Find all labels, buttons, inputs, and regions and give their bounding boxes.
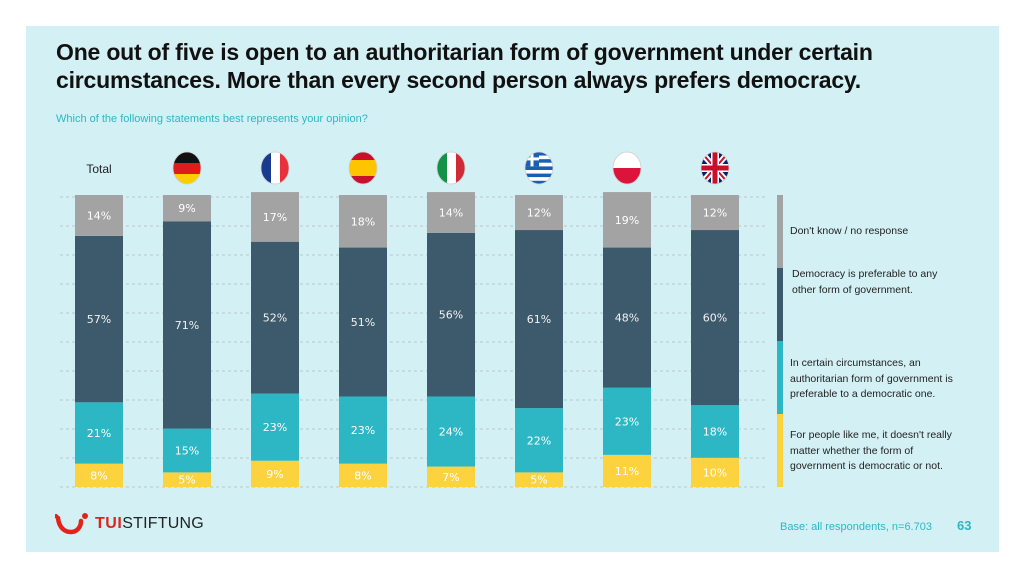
data-label-dont_know: 12% (527, 207, 551, 220)
bar-stack-poland: 11% 23% 48% 19% (603, 192, 651, 487)
bar-segment-dont_know (339, 195, 387, 248)
flag-italy-icon (436, 151, 466, 185)
bar-segment-dont_know (427, 192, 475, 233)
base-note: Base: all respondents, n=6.703 (780, 521, 932, 533)
category-headers: Total (86, 151, 730, 185)
tui-stiftung-logo: TUI STIFTUNG (55, 511, 204, 537)
bar-segment-authoritarian (515, 408, 563, 473)
data-label-authoritarian: 23% (351, 424, 375, 437)
bar-segment-doesnt_matter (691, 457, 739, 487)
bar-segment-democracy (603, 247, 651, 388)
bar-stack-greece: 5% 22% 61% 12% (515, 195, 563, 487)
bar-segment-dont_know (75, 195, 123, 236)
bar-segment-democracy (691, 230, 739, 406)
data-label-doesnt_matter: 9% (266, 468, 283, 481)
data-label-doesnt_matter: 8% (90, 469, 107, 482)
bar-stack-spain: 8% 23% 51% 18% (339, 195, 387, 487)
logo-text-tui: TUI (95, 515, 123, 532)
data-label-authoritarian: 23% (263, 421, 287, 434)
data-label-dont_know: 14% (439, 207, 463, 220)
bar-segment-doesnt_matter (251, 460, 299, 487)
bar-segment-doesnt_matter (75, 463, 123, 487)
legend-swatch-authoritarian (777, 341, 783, 414)
legend-swatch-democracy (777, 268, 783, 341)
flag-germany-icon (172, 151, 202, 185)
bar-segment-authoritarian (163, 428, 211, 473)
data-label-democracy: 52% (263, 312, 287, 325)
data-label-dont_know: 18% (351, 215, 375, 228)
question-subtitle: Which of the following statements best r… (56, 113, 368, 125)
bar-stack-italy: 7% 24% 56% 14% (427, 192, 475, 487)
legend-swatch-doesnt-matter (777, 414, 783, 487)
data-label-democracy: 61% (527, 313, 551, 326)
page-number: 63 (957, 518, 972, 533)
bar-segment-authoritarian (75, 402, 123, 464)
data-label-authoritarian: 21% (87, 427, 111, 440)
legend-swatch-dont-know (777, 195, 783, 268)
data-label-authoritarian: 23% (615, 415, 639, 428)
bar-segment-democracy (515, 230, 563, 409)
data-label-authoritarian: 18% (703, 426, 727, 439)
bar-stack-united-kingdom: 10% 18% 60% 12% (691, 195, 739, 487)
data-label-authoritarian: 15% (175, 445, 199, 458)
flag-france-icon (260, 151, 290, 185)
legend-label-doesnt-matter: For people like me, it doesn't really ma… (790, 429, 952, 472)
bar-stack-total: 8% 21% 57% 14% (75, 195, 123, 487)
bar-segment-doesnt_matter (515, 472, 563, 487)
data-label-democracy: 71% (175, 319, 199, 332)
bar-segment-doesnt_matter (603, 454, 651, 487)
bar-segment-authoritarian (427, 396, 475, 467)
data-label-democracy: 56% (439, 309, 463, 322)
data-label-dont_know: 12% (703, 207, 727, 220)
category-label-total: Total (86, 162, 111, 176)
data-label-dont_know: 17% (263, 211, 287, 224)
data-label-doesnt_matter: 8% (354, 469, 371, 482)
data-label-democracy: 51% (351, 316, 375, 329)
data-label-doesnt_matter: 7% (442, 471, 459, 484)
bar-segment-doesnt_matter (427, 466, 475, 487)
data-label-doesnt_matter: 5% (178, 474, 195, 487)
tui-smile-icon (55, 513, 88, 535)
data-label-doesnt_matter: 11% (615, 465, 639, 478)
bar-segment-dont_know (515, 195, 563, 231)
data-label-democracy: 60% (703, 312, 727, 325)
data-label-authoritarian: 22% (527, 434, 551, 447)
bar-segment-authoritarian (603, 387, 651, 455)
bar-segment-democracy (427, 232, 475, 397)
bar-segment-dont_know (603, 192, 651, 248)
data-label-doesnt_matter: 5% (530, 474, 547, 487)
bar-segment-dont_know (691, 195, 739, 231)
bar-stack-france: 9% 23% 52% 17% (251, 192, 299, 487)
bars: 8% 21% 57% 14% 5% 15% 71% 9% 9% 23% 52% 17% 8% 23% 51%… (75, 192, 739, 487)
bar-segment-doesnt_matter (339, 463, 387, 487)
bar-segment-dont_know (163, 195, 211, 222)
data-label-dont_know: 14% (87, 209, 111, 222)
data-label-democracy: 57% (87, 313, 111, 326)
data-label-dont_know: 19% (615, 214, 639, 227)
legend-label-dont-know: Don't know / no response (790, 225, 909, 237)
data-label-dont_know: 9% (178, 202, 195, 215)
bar-segment-authoritarian (251, 393, 299, 461)
bar-segment-democracy (339, 247, 387, 397)
bar-segment-democracy (75, 235, 123, 403)
legend-label-authoritarian: In certain circumstances, an authoritari… (790, 357, 953, 400)
logo-text-stiftung: STIFTUNG (122, 515, 204, 532)
legend-label-democracy: Democracy is preferable to any other for… (792, 268, 938, 296)
bar-stack-germany: 5% 15% 71% 9% (163, 195, 211, 487)
bar-segment-doesnt_matter (163, 472, 211, 487)
bar-segment-democracy (163, 221, 211, 429)
bar-segment-dont_know (251, 192, 299, 242)
data-label-doesnt_matter: 10% (703, 466, 727, 479)
flag-spain-icon (348, 151, 378, 185)
flag-greece-icon (524, 151, 554, 185)
bar-segment-authoritarian (691, 405, 739, 458)
slide-title: One out of five is open to an authoritar… (56, 39, 873, 93)
bar-segment-authoritarian (339, 396, 387, 464)
flag-poland-icon (612, 151, 642, 185)
data-label-democracy: 48% (615, 312, 639, 325)
data-label-authoritarian: 24% (439, 426, 463, 439)
flag-united-kingdom-icon (700, 151, 730, 185)
bar-segment-democracy (251, 241, 299, 394)
